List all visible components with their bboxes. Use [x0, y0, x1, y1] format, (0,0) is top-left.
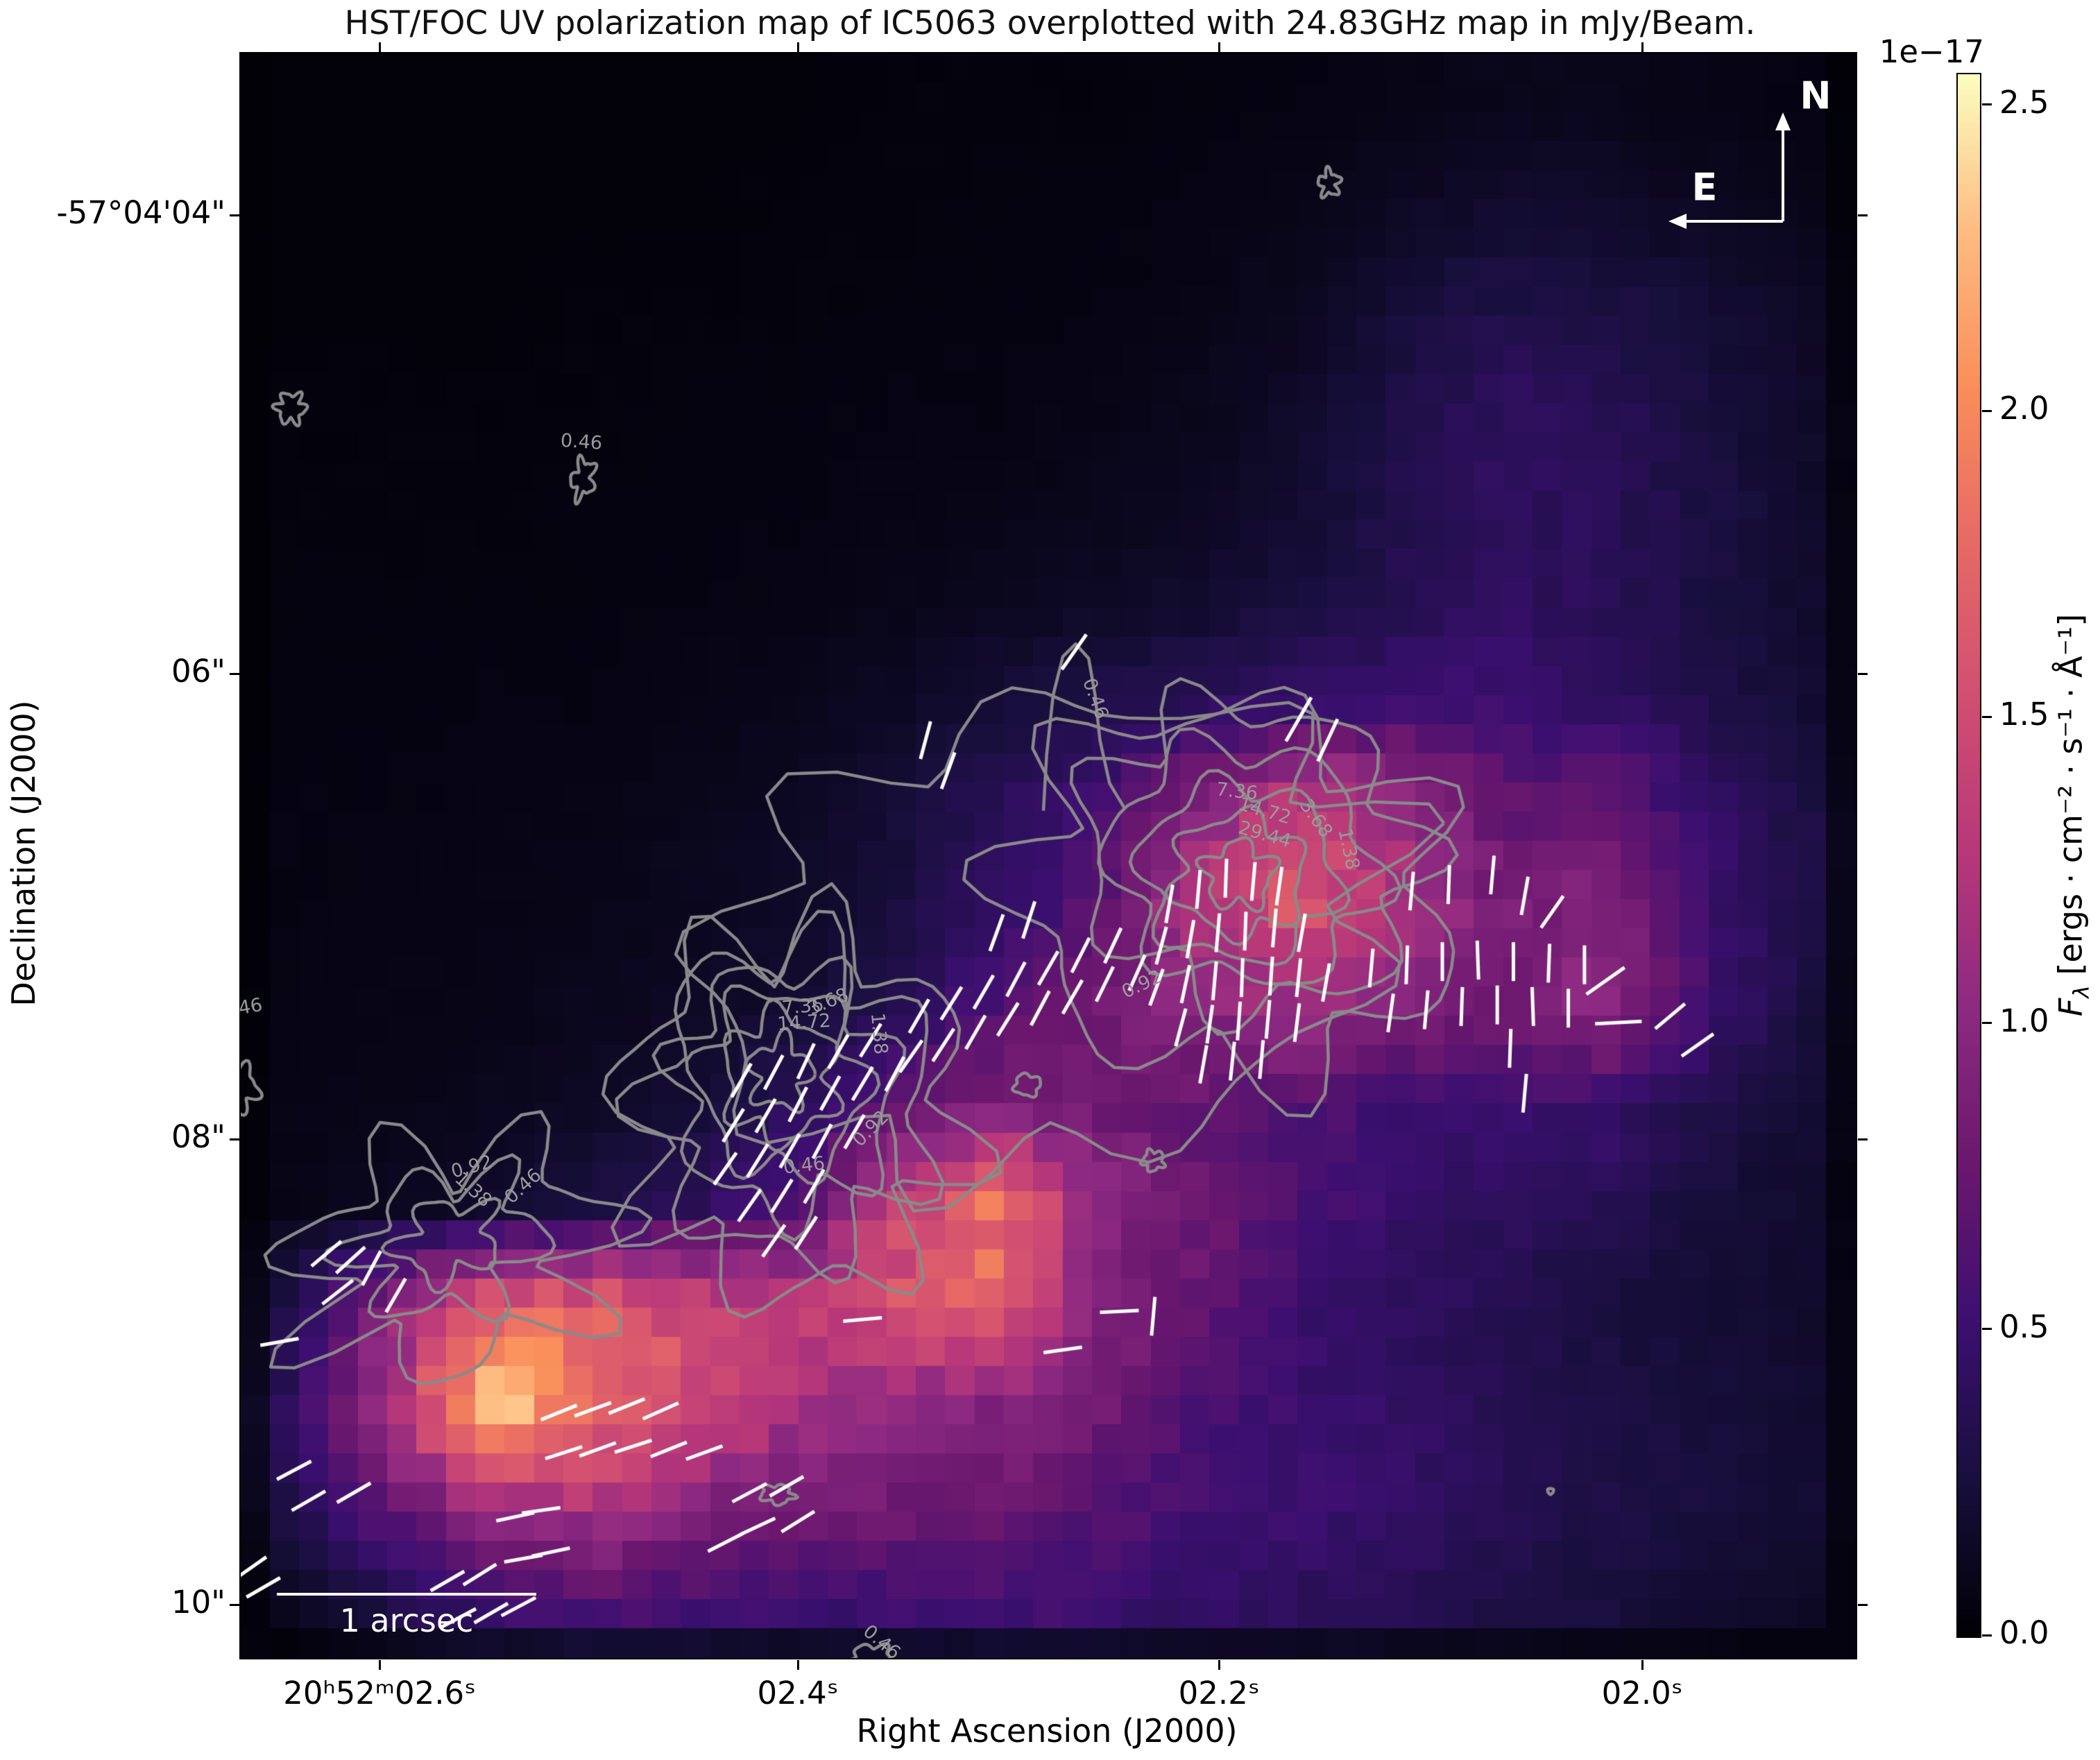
scalebar-line [277, 1593, 536, 1596]
contour-level-label: 1.38 [866, 1011, 891, 1056]
axis-tick [230, 672, 239, 675]
contour-level-label: 0.46 [782, 1152, 826, 1179]
x-tick-label: 02.4ˢ [757, 1675, 839, 1711]
axis-tick [796, 1660, 799, 1670]
axis-tick [1858, 214, 1868, 216]
axis-tick [1982, 1022, 1992, 1025]
axis-tick [378, 42, 381, 52]
flux-symbol: F [2051, 998, 2090, 1017]
contour-level-label: 14.72 [776, 1009, 833, 1036]
flux-units-text: [ergs · cm⁻² · s⁻¹ · Å⁻¹] [2051, 613, 2090, 986]
compass-east-label: E [1691, 165, 1718, 210]
north-arrow-line [1782, 123, 1784, 221]
colorbar-canvas [1958, 74, 1980, 1637]
colorbar-tick-label: 0.0 [1999, 1614, 2049, 1651]
axis-tick [1641, 1660, 1644, 1670]
x-tick-label: 02.2ˢ [1178, 1675, 1260, 1711]
axis-tick [1982, 1634, 1992, 1637]
plot-area: N E 1 arcsec 7.36 14.72 29.44 3.68 1.38 0.92 0… [237, 52, 1857, 1664]
axis-tick [1982, 103, 1992, 106]
y-axis-label: Declination (J2000) [5, 700, 42, 1007]
colorbar-tick-label: 1.0 [1999, 1002, 2049, 1039]
north-arrow-icon [1775, 112, 1791, 130]
axis-tick [230, 214, 239, 216]
y-tick-label: -57°04'04" [56, 194, 225, 231]
axis-tick [378, 1660, 381, 1670]
heatmap-canvas [241, 53, 1856, 1658]
x-tick-label: 02.0ˢ [1601, 1675, 1683, 1711]
y-tick-label: 08" [171, 1118, 225, 1156]
axis-tick [1641, 42, 1644, 52]
east-arrow-line [1685, 220, 1783, 223]
y-tick-label: 10" [171, 1584, 225, 1621]
colorbar-unit-label: Fλ [ergs · cm⁻² · s⁻¹ · Å⁻¹] [2051, 614, 2094, 1016]
y-tick-label: 06" [171, 653, 225, 690]
axis-tick [796, 42, 799, 52]
x-tick-label: 20ʰ52ᵐ02.6ˢ [283, 1675, 476, 1711]
east-arrow-icon [1668, 214, 1687, 229]
colorbar-tick-label: 0.5 [1999, 1308, 2049, 1345]
axis-tick [1982, 1328, 1992, 1331]
colorbar-offset-label: 1e−17 [1879, 33, 1984, 70]
axis-tick [230, 1603, 239, 1606]
axis-tick [1858, 1138, 1868, 1140]
scalebar-label: 1 arcsec [339, 1602, 474, 1639]
contour-level-label: 46 [237, 993, 264, 1020]
colorbar-tick-label: 1.5 [1999, 696, 2049, 733]
axis-tick [230, 1138, 239, 1140]
figure-title: HST/FOC UV polarization map of IC5063 ov… [344, 4, 1756, 42]
flux-subscript: λ [2069, 985, 2094, 998]
colorbar [1956, 73, 1981, 1638]
axis-tick [1218, 42, 1220, 52]
axis-tick [1858, 672, 1868, 675]
contour-level-label: 0.46 [560, 429, 604, 454]
colorbar-tick-label: 2.5 [1999, 83, 2049, 121]
x-axis-label: Right Ascension (J2000) [856, 1712, 1238, 1750]
axis-tick [1982, 409, 1992, 412]
axis-tick [1982, 715, 1992, 718]
axis-tick [1858, 1603, 1868, 1606]
axis-tick [1218, 1660, 1220, 1670]
colorbar-tick-label: 2.0 [1999, 390, 2049, 427]
compass-north-label: N [1800, 74, 1832, 118]
